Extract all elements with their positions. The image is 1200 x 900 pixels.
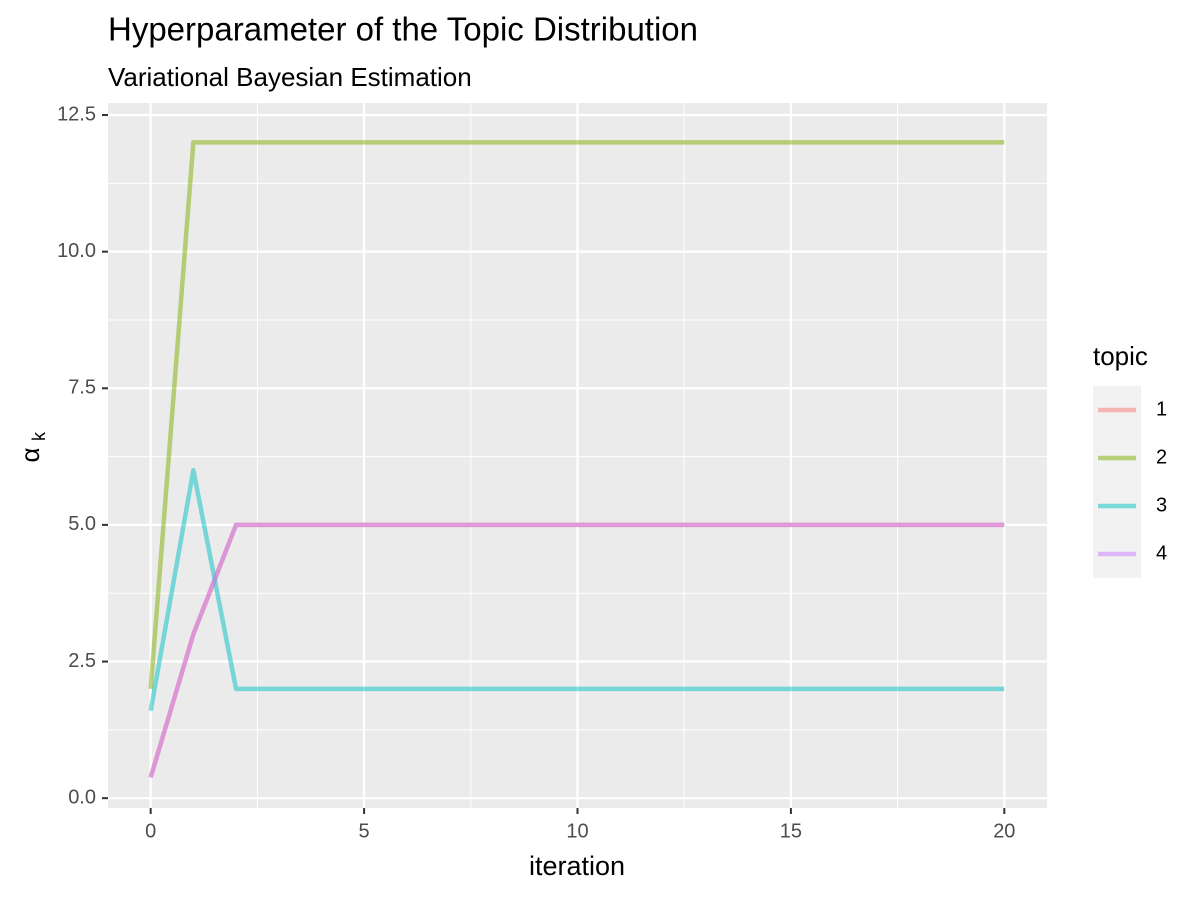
- legend-label: 3: [1156, 494, 1167, 516]
- y-axis-symbol: α: [15, 447, 45, 462]
- y-tick-label: 5.0: [68, 513, 96, 535]
- y-axis-label: α k: [15, 431, 49, 463]
- data-line: [148, 522, 1005, 779]
- x-tick-label: 20: [993, 820, 1015, 842]
- y-tick-label: 0.0: [68, 786, 96, 808]
- x-tick-label: 15: [780, 820, 802, 842]
- legend-title: topic: [1093, 341, 1148, 371]
- chart-subtitle: Variational Bayesian Estimation: [108, 62, 472, 92]
- data-line: [148, 468, 1005, 712]
- x-tick-label: 5: [359, 820, 370, 842]
- y-tick-label: 2.5: [68, 650, 96, 672]
- x-tick-label: 10: [566, 820, 588, 842]
- x-axis-label: iteration: [529, 851, 625, 881]
- legend-label: 1: [1156, 398, 1167, 420]
- legend-label: 2: [1156, 446, 1167, 468]
- y-tick-label: 10.0: [57, 240, 96, 262]
- chart-title: Hyperparameter of the Topic Distribution: [108, 11, 698, 48]
- legend-label: 4: [1156, 542, 1167, 564]
- x-tick-label: 0: [145, 820, 156, 842]
- data-line: [148, 140, 1005, 690]
- y-tick-label: 12.5: [57, 103, 96, 125]
- legend-keys-bg: [1093, 386, 1141, 578]
- y-tick-label: 7.5: [68, 377, 96, 399]
- y-axis-subscript: k: [29, 431, 49, 441]
